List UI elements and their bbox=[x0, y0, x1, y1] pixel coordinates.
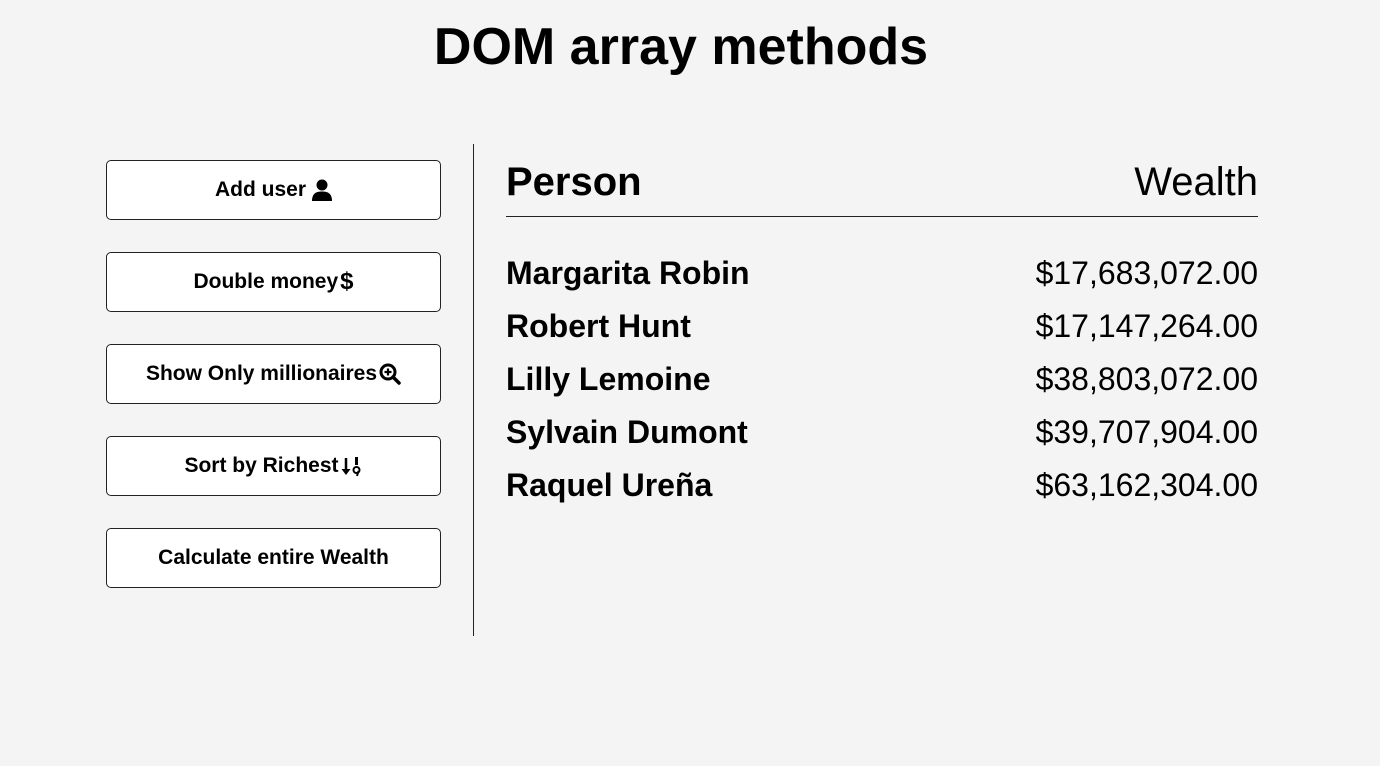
double-money-button[interactable]: Double money $ bbox=[106, 252, 441, 312]
table-row: Lilly Lemoine $38,803,072.00 bbox=[506, 353, 1258, 406]
person-wealth: $17,147,264.00 bbox=[1035, 308, 1258, 344]
user-icon bbox=[312, 179, 332, 201]
sort-richest-label: Sort by Richest bbox=[184, 454, 339, 477]
calculate-wealth-label: Calculate entire Wealth bbox=[158, 546, 389, 569]
wealth-column-header: Wealth bbox=[1134, 159, 1258, 204]
person-name: Margarita Robin bbox=[506, 255, 750, 291]
person-wealth: $17,683,072.00 bbox=[1035, 255, 1258, 291]
table-row: Margarita Robin $17,683,072.00 bbox=[506, 247, 1258, 300]
table-row: Raquel Ureña $63,162,304.00 bbox=[506, 459, 1258, 512]
person-name: Lilly Lemoine bbox=[506, 361, 711, 397]
dollar-icon: $ bbox=[340, 268, 354, 295]
show-millionaires-label: Show Only millionaires bbox=[145, 362, 378, 385]
wealth-table: Person Wealth Margarita Robin $17,683,07… bbox=[506, 148, 1258, 512]
search-plus-icon bbox=[379, 363, 401, 385]
person-wealth: $63,162,304.00 bbox=[1035, 467, 1258, 503]
person-name: Robert Hunt bbox=[506, 308, 691, 344]
calculate-wealth-button[interactable]: Calculate entire Wealth bbox=[106, 528, 441, 588]
table-header: Person Wealth bbox=[506, 148, 1258, 217]
show-millionaires-button[interactable]: Show Only millionaires bbox=[106, 344, 441, 404]
vertical-divider bbox=[473, 144, 474, 636]
person-name: Raquel Ureña bbox=[506, 467, 713, 503]
table-row: Robert Hunt $17,147,264.00 bbox=[506, 300, 1258, 353]
sidebar: Add user Double money $ Show Only millio… bbox=[106, 160, 441, 620]
table-row: Sylvain Dumont $39,707,904.00 bbox=[506, 406, 1258, 459]
person-column-header: Person bbox=[506, 159, 642, 204]
page-title: DOM array methods bbox=[433, 18, 929, 76]
double-money-label: Double money bbox=[193, 270, 339, 293]
sort-richest-button[interactable]: Sort by Richest bbox=[106, 436, 441, 496]
add-user-button[interactable]: Add user bbox=[106, 160, 441, 220]
person-wealth: $39,707,904.00 bbox=[1035, 414, 1258, 450]
person-name: Sylvain Dumont bbox=[506, 414, 748, 450]
person-wealth: $38,803,072.00 bbox=[1035, 361, 1258, 397]
sort-numeric-down-icon bbox=[341, 455, 363, 477]
add-user-label: Add user bbox=[214, 178, 306, 201]
